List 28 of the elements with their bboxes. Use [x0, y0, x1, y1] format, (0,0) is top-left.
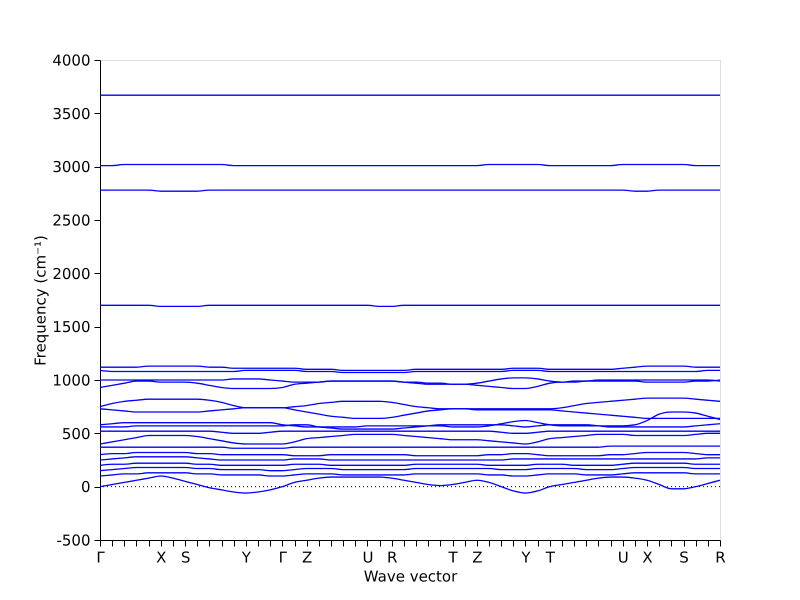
x-tick-label: S: [679, 548, 689, 566]
x-tick-label: T: [544, 548, 556, 566]
y-tick-label: -500: [56, 532, 90, 550]
y-tick-label: 2000: [52, 264, 90, 283]
x-tick-label: Γ: [278, 548, 288, 566]
x-tick-label: R: [715, 548, 726, 566]
x-tick-label: S: [180, 548, 190, 566]
x-tick-label: U: [362, 548, 374, 566]
y-tick-label: 2500: [52, 212, 90, 230]
x-tick-label: X: [156, 548, 166, 566]
x-tick-label: U: [618, 548, 629, 566]
y-tick-label: 1500: [52, 318, 90, 336]
x-axis-title: Wave vector: [364, 568, 458, 586]
y-tick-label: 0: [80, 478, 90, 496]
x-tick-label: Y: [520, 548, 532, 566]
y-tick-label: 4000: [52, 52, 90, 70]
x-tick-label: Z: [472, 548, 483, 566]
y-tick-label: 500: [62, 424, 90, 443]
y-tick-label: 1000: [52, 372, 90, 390]
x-tick-label: X: [642, 548, 653, 566]
x-tick-label: R: [387, 548, 398, 566]
y-tick-label: 3500: [52, 104, 90, 123]
x-tick-label: T: [447, 548, 458, 566]
x-tick-label: Γ: [96, 548, 106, 566]
y-tick-label: 3000: [52, 158, 90, 176]
x-tick-label: Y: [240, 548, 252, 566]
y-axis-title: Frequency (cm⁻¹): [31, 235, 50, 366]
x-tick-label: Z: [302, 548, 312, 566]
